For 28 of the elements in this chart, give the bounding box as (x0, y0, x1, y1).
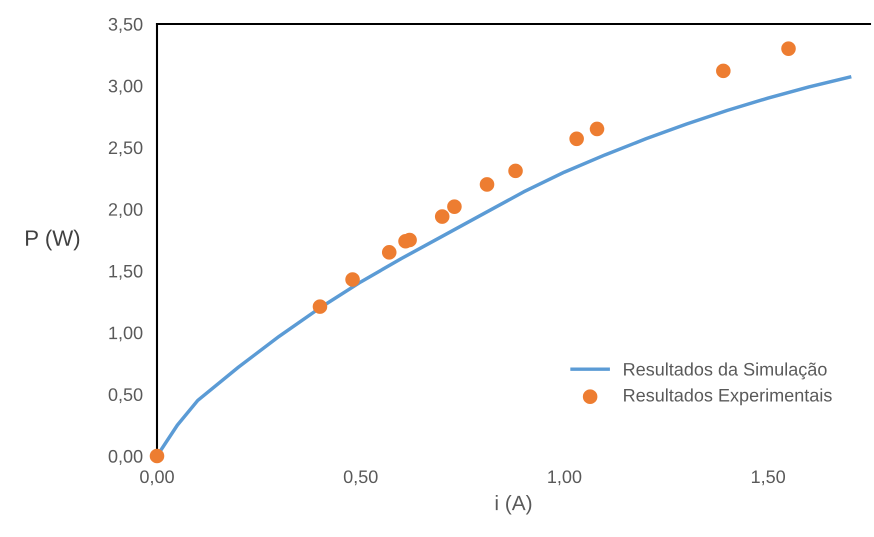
y-tick-label: 3,00 (108, 80, 142, 95)
x-tick-label: 0,00 (140, 470, 174, 486)
point (434, 209, 450, 224)
point (150, 448, 164, 464)
x-tick-label: 1,50 (752, 470, 786, 486)
x-tick-label: 0,50 (344, 470, 378, 486)
y-tick-label: 3,50 (108, 18, 142, 33)
point (781, 41, 796, 56)
x-axis-title: i (A) (496, 495, 532, 514)
x-tick-label: 1,00 (548, 470, 582, 486)
legend-label: Resultados Experimentais (624, 388, 832, 406)
point (508, 164, 523, 178)
y-tick-label: 0,50 (108, 388, 142, 404)
point (590, 122, 604, 136)
point (345, 272, 360, 287)
y-axis-title: P (W) (26, 230, 80, 250)
point (312, 299, 328, 314)
point (569, 132, 584, 146)
point (382, 245, 397, 260)
point (480, 177, 494, 192)
point (716, 64, 731, 78)
y-tick-label: 0,00 (108, 450, 142, 465)
y-tick-label: 1,00 (109, 326, 142, 342)
y-tick-label: 2,00 (108, 203, 142, 218)
y-tick-label: 1,50 (109, 264, 142, 280)
point (447, 199, 462, 214)
legend-label: Resultados da Simulação (624, 362, 827, 380)
y-tick-label: 2,50 (108, 141, 142, 156)
